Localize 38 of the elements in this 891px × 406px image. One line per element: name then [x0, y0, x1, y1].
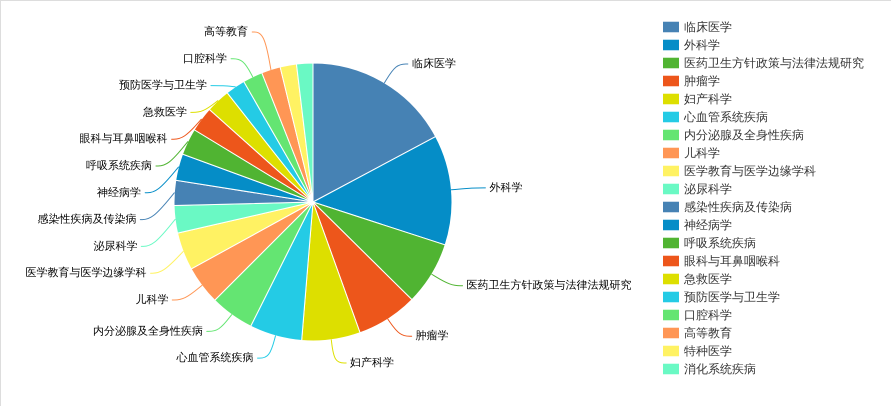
legend-label: 医药卫生方针政策与法律法规研究: [684, 56, 864, 70]
legend-label: 急救医学: [683, 272, 732, 286]
slice-label: 感染性疾病及传染病: [37, 212, 136, 226]
legend-label: 医学教育与医学边缘学科: [684, 164, 816, 178]
legend-label: 口腔科学: [684, 308, 732, 322]
slice-label: 泌尿科学: [93, 239, 138, 252]
legend-label: 神经病学: [684, 218, 732, 232]
slice-label: 神经病学: [97, 186, 142, 199]
slice-label: 儿科学: [135, 293, 168, 306]
slice-label: 口腔科学: [183, 52, 228, 65]
legend-label: 心血管系统疾病: [683, 110, 768, 124]
legend-label: 肿瘤学: [684, 74, 720, 88]
slice-label: 心血管系统疾病: [176, 351, 254, 364]
slice-label: 妇产科学: [350, 356, 394, 370]
slice-label: 眼科与耳鼻咽喉科: [80, 132, 168, 146]
slice-label: 医学教育与医学边缘学科: [26, 266, 147, 280]
legend-label: 妇产科学: [684, 92, 732, 106]
legend-label: 高等教育: [684, 326, 732, 340]
slice-label: 肿瘤学: [416, 329, 449, 342]
legend-label: 泌尿科学: [684, 182, 732, 196]
legend-label: 感染性疾病及传染病: [684, 200, 792, 214]
legend-label: 外科学: [684, 38, 720, 52]
legend-label: 临床医学: [684, 20, 732, 34]
slice-label: 高等教育: [204, 25, 248, 38]
slice-label: 外科学: [489, 180, 522, 194]
slice-label: 急救医学: [142, 105, 187, 118]
slice-label: 医药卫生方针政策与法律法规研究: [466, 278, 632, 292]
legend-label: 消化系统疾病: [684, 362, 756, 376]
legend-label: 内分泌腺及全身性疾病: [684, 128, 804, 142]
legend-label: 预防医学与卫生学: [684, 290, 780, 304]
legend-label: 特种医学: [684, 344, 732, 358]
legend-label: 眼科与耳鼻咽喉科: [684, 254, 780, 268]
slice-label: 临床医学: [412, 56, 456, 70]
legend-label: 呼吸系统疾病: [684, 236, 756, 250]
slice-label: 预防医学与卫生学: [118, 78, 207, 92]
legend-label: 儿科学: [684, 146, 720, 160]
slice-label: 呼吸系统疾病: [86, 159, 152, 172]
slice-label: 内分泌腺及全身性疾病: [92, 324, 203, 338]
